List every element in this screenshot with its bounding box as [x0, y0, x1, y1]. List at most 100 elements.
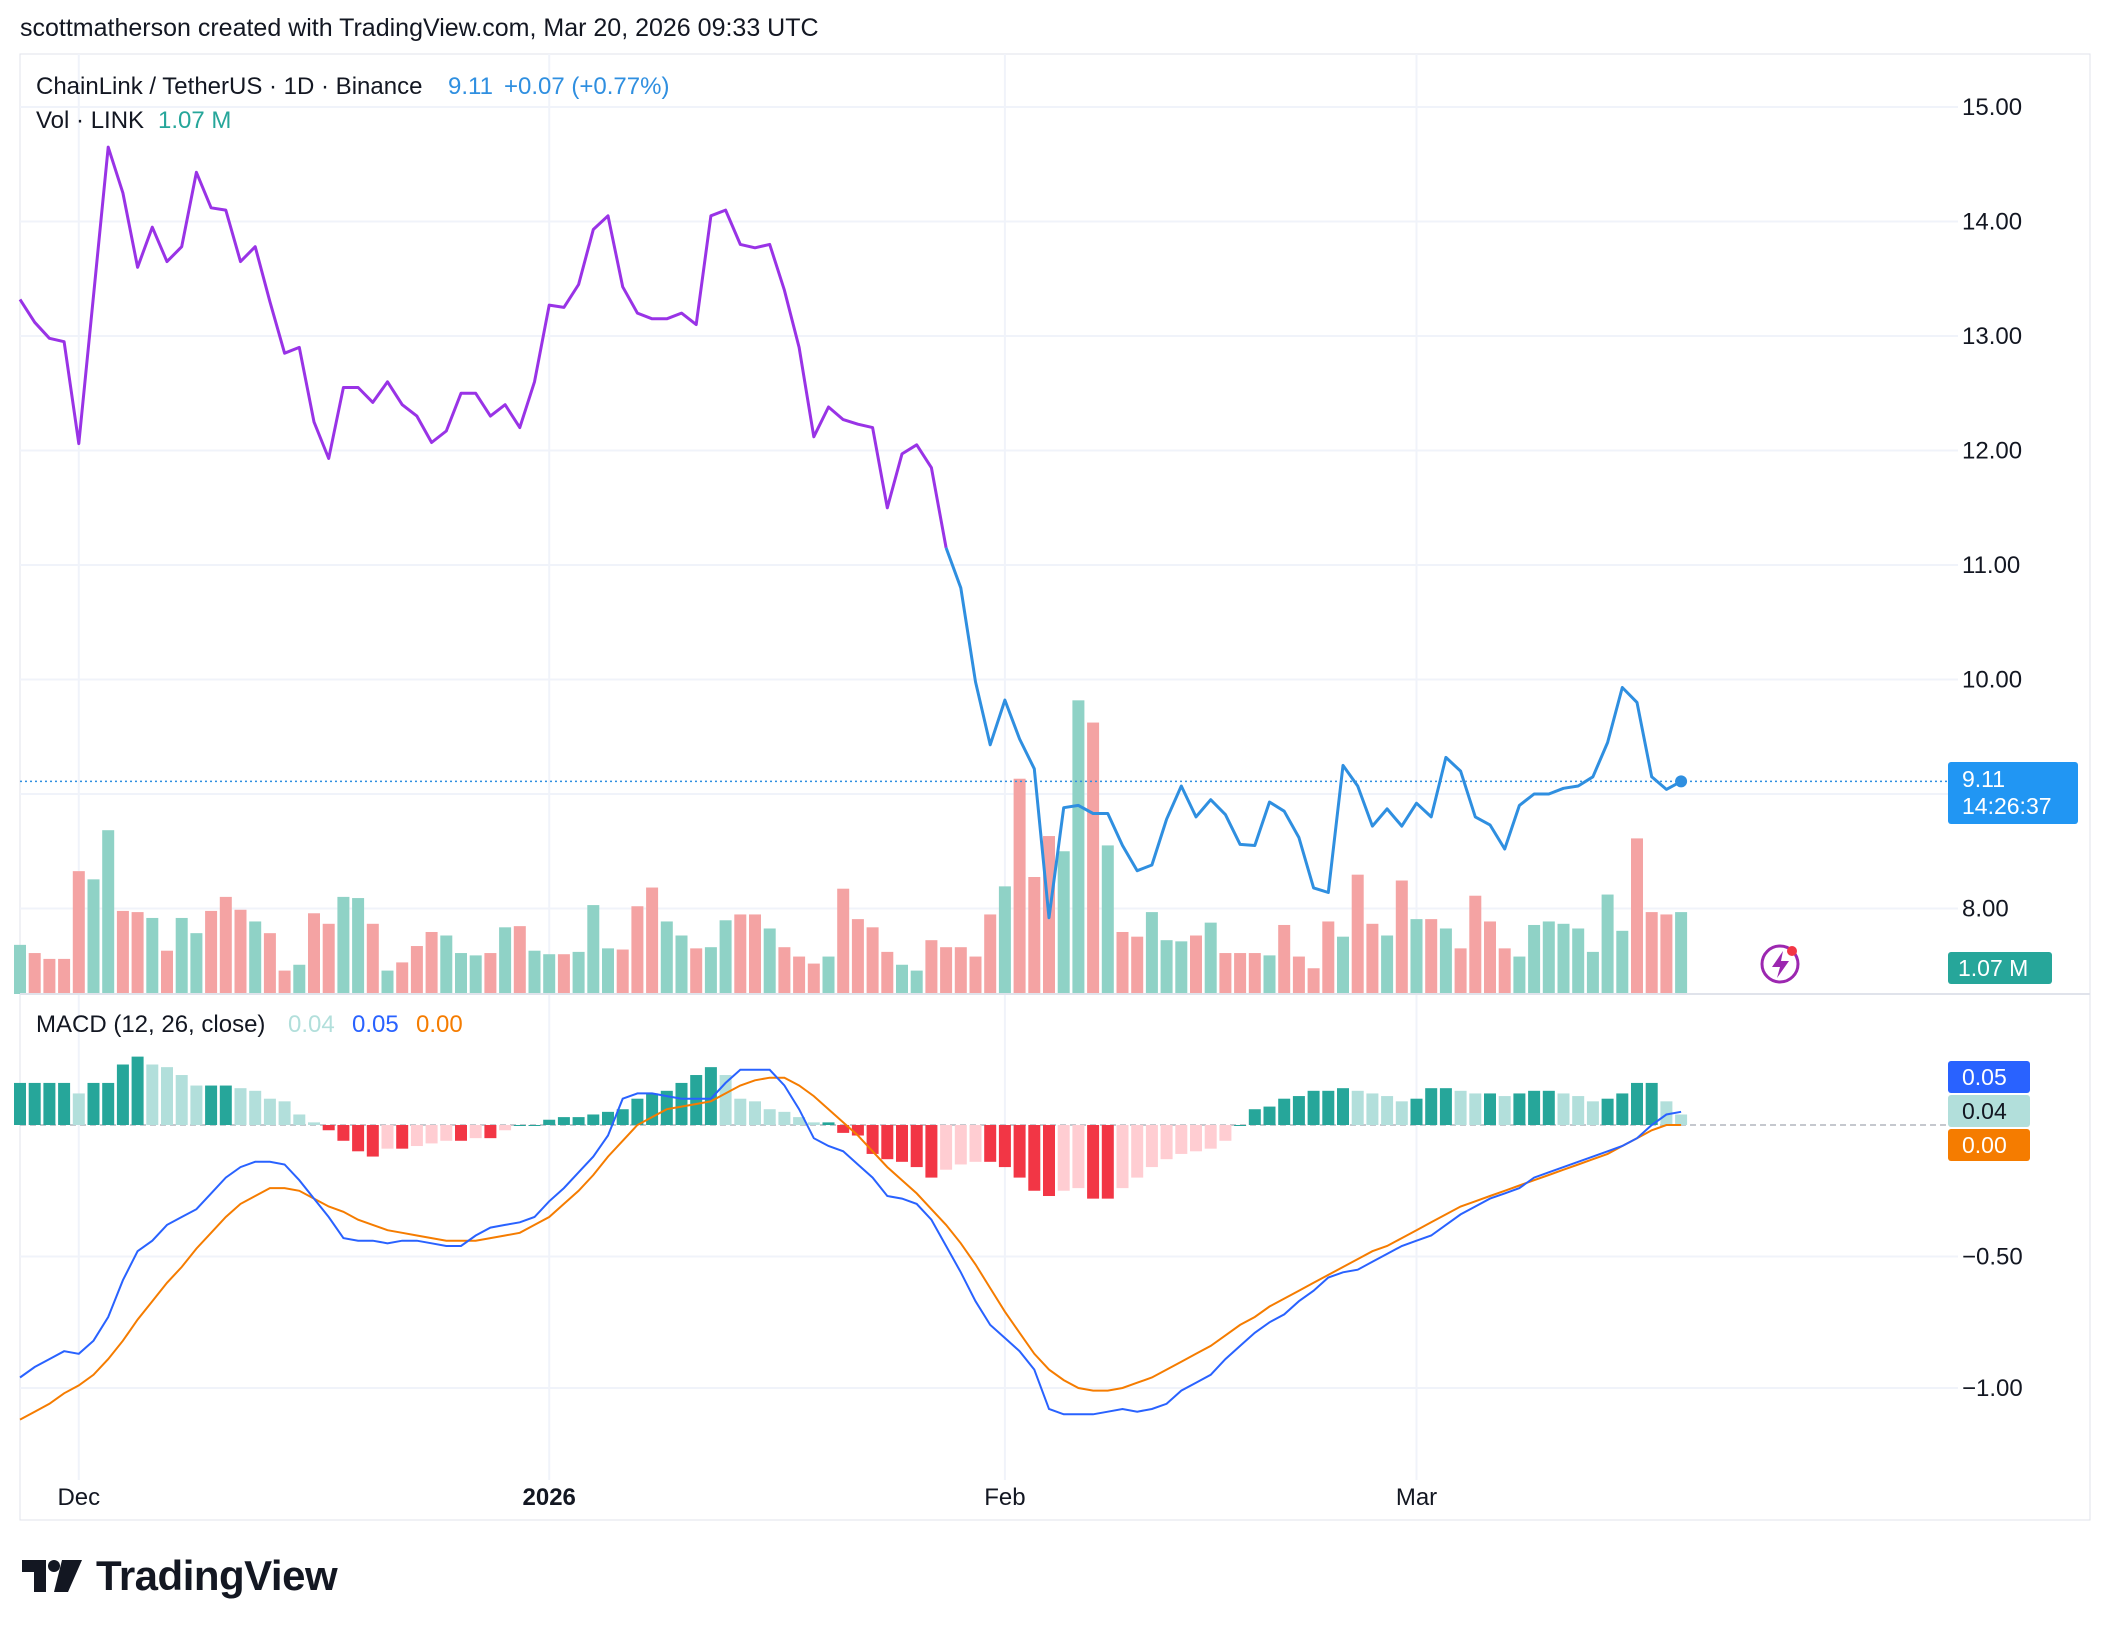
volume-bar: [425, 931, 438, 994]
volume-bar: [1351, 874, 1364, 994]
macd-axis-label: −1.00: [1962, 1375, 2023, 1402]
chart-frame: [19, 53, 2091, 1521]
legend-macd-label: MACD (12, 26, close): [36, 1011, 265, 1038]
volume-bar: [1572, 928, 1585, 994]
macd-histogram-bar: [1366, 1093, 1379, 1125]
volume-bar: [499, 927, 512, 994]
volume-bar: [1219, 953, 1232, 994]
macd-histogram-bar: [734, 1098, 747, 1125]
macd-histogram-bar: [1160, 1125, 1173, 1160]
volume-bar: [14, 944, 26, 994]
volume-bar: [1190, 935, 1202, 994]
macd-histogram-bar: [749, 1101, 761, 1125]
volume-bar: [734, 914, 747, 994]
macd-histogram-bar: [1469, 1093, 1482, 1125]
volume-bar: [660, 921, 673, 994]
volume-bar: [1292, 956, 1305, 994]
macd-histogram-bar: [778, 1111, 791, 1125]
macd-histogram-bar: [1395, 1101, 1408, 1125]
macd-histogram-bar: [469, 1125, 482, 1139]
volume-bar: [146, 917, 159, 994]
volume-bar: [1586, 951, 1599, 994]
time-axis-label: 2026: [523, 1484, 576, 1511]
volume-bar: [440, 935, 453, 994]
volume-bar: [719, 920, 732, 994]
macd-tag-signal: 0.00: [1962, 1132, 2007, 1158]
volume-bar: [72, 871, 85, 994]
macd-histogram-bar: [116, 1064, 129, 1125]
macd-histogram-bar: [969, 1125, 982, 1162]
volume-bar: [822, 956, 835, 994]
macd-histogram-bar: [1028, 1125, 1041, 1191]
macd-histogram-bar: [381, 1125, 394, 1149]
macd-histogram-bar: [572, 1117, 585, 1125]
volume-bar: [1322, 921, 1335, 994]
macd-tag-macd: 0.05: [1962, 1064, 2007, 1090]
macd-histogram-bar: [278, 1101, 291, 1125]
macd-histogram-bar: [602, 1111, 614, 1125]
price-axis-label: 8.00: [1962, 896, 2009, 923]
macd-histogram-bar: [1204, 1125, 1217, 1149]
macd-histogram-bar: [161, 1067, 173, 1125]
volume-bar: [1087, 722, 1100, 994]
macd-histogram-bar: [675, 1082, 688, 1125]
macd-histogram-bar: [1101, 1125, 1114, 1199]
macd-histogram-bar: [58, 1082, 71, 1125]
macd-histogram-bar: [763, 1109, 776, 1125]
macd-tag-hist: 0.04: [1962, 1098, 2007, 1124]
macd-histogram-bar: [308, 1122, 320, 1125]
volume-bar: [749, 914, 761, 994]
volume-bar: [1395, 880, 1408, 994]
legend-price: 9.11: [448, 73, 493, 100]
macd-histogram-bar: [14, 1082, 26, 1125]
volume-bar: [263, 933, 276, 994]
volume-bar: [396, 962, 409, 994]
volume-bar: [1616, 930, 1629, 994]
volume-bar: [1101, 845, 1114, 994]
volume-bar: [1145, 912, 1158, 994]
chart-credit: scottmatherson created with TradingView.…: [20, 14, 819, 42]
volume-bar: [1601, 894, 1614, 994]
last-price-dot: [1675, 775, 1688, 788]
volume-bar: [837, 888, 850, 994]
price-axis-label: 12.00: [1962, 438, 2022, 465]
volume-bar: [1175, 941, 1188, 994]
legend-change: +0.07 (+0.77%): [504, 73, 669, 100]
volume-bar: [1381, 935, 1394, 994]
macd-histogram-bar: [1292, 1096, 1305, 1125]
lightning-icon[interactable]: [1760, 944, 1800, 984]
volume-bar: [1498, 948, 1511, 994]
volume-bar: [455, 953, 467, 994]
volume-bar: [1307, 968, 1320, 994]
volume-bar: [528, 950, 541, 994]
volume-bar: [1410, 919, 1423, 994]
macd-histogram-bar: [293, 1114, 306, 1125]
volume-bar: [646, 887, 659, 994]
tradingview-logo[interactable]: TradingView: [22, 1552, 338, 1600]
macd-histogram-bar: [1337, 1088, 1349, 1125]
volume-bar: [1072, 700, 1085, 994]
macd-histogram-bar: [352, 1125, 365, 1152]
macd-histogram-bar: [646, 1093, 659, 1125]
macd-histogram-bar: [1616, 1093, 1629, 1125]
macd-histogram-bar: [631, 1098, 644, 1125]
macd-histogram-bar: [146, 1064, 159, 1125]
volume-bar: [998, 886, 1011, 994]
time-axis-label: Feb: [984, 1484, 1025, 1511]
volume-bar: [1542, 921, 1555, 994]
volume-bar: [410, 946, 423, 994]
macd-tags: 0.05 0.04 0.00: [1948, 1061, 2030, 1161]
macd-histogram-bar: [1425, 1088, 1438, 1125]
macd-histogram-bar: [1351, 1090, 1364, 1125]
volume-bar: [513, 926, 526, 994]
macd-histogram-bar: [484, 1125, 497, 1139]
volume-bar: [28, 953, 41, 994]
tradingview-mark-icon: [22, 1560, 82, 1592]
volume-bar: [219, 896, 232, 994]
chart-canvas[interactable]: 15.00 14.00 13.00 12.00 11.00 10.00 8.00 −0.50…: [0, 0, 2108, 1540]
macd-histogram-bar: [616, 1109, 629, 1125]
macd-histogram-bar: [1660, 1101, 1673, 1125]
macd-histogram-bar: [557, 1117, 570, 1125]
macd-histogram-bar: [1675, 1114, 1688, 1125]
volume-bar: [308, 913, 320, 994]
